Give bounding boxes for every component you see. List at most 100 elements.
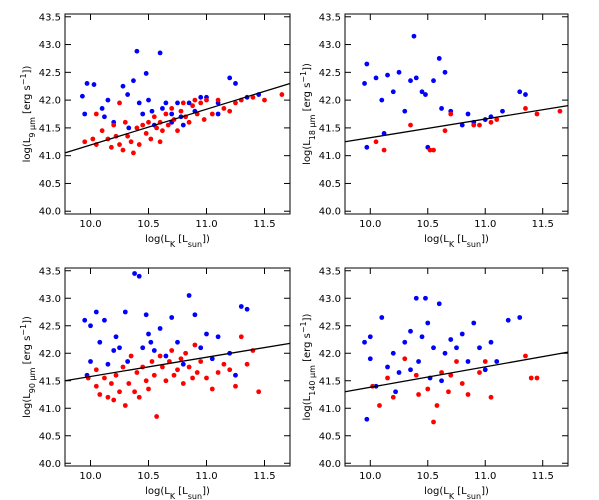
data-point <box>416 392 421 397</box>
y-tick-label: 41.0 <box>319 404 341 415</box>
data-point <box>482 367 488 373</box>
data-point <box>238 334 244 340</box>
data-point <box>436 301 442 307</box>
data-point <box>448 111 454 117</box>
data-point <box>465 392 471 397</box>
data-point <box>192 342 198 348</box>
data-point <box>165 122 171 128</box>
data-point <box>99 106 105 111</box>
data-point <box>215 97 221 103</box>
data-point <box>534 111 540 117</box>
data-point <box>122 119 128 125</box>
data-point <box>431 78 436 84</box>
label-part: [erg s <box>22 336 33 368</box>
data-point <box>79 93 85 99</box>
data-point <box>227 367 233 373</box>
data-point <box>377 403 382 408</box>
data-point <box>136 394 142 400</box>
data-point <box>154 125 160 131</box>
x-tick-label: 10.0 <box>79 219 101 230</box>
y-tick-label: 42.5 <box>39 321 61 332</box>
data-point <box>180 122 186 128</box>
x-tick-label: 10.5 <box>417 219 439 230</box>
data-point <box>209 356 215 362</box>
data-point <box>198 100 204 106</box>
label-part: [L <box>454 234 467 245</box>
label-part: K <box>170 240 176 249</box>
y-tick-label: 43.5 <box>319 12 341 23</box>
data-point <box>482 359 488 364</box>
data-point <box>471 320 477 326</box>
x-tick-label: 11.5 <box>253 471 275 482</box>
data-point <box>431 147 436 153</box>
data-point <box>171 372 177 378</box>
data-point <box>190 103 195 109</box>
data-point <box>367 356 373 362</box>
data-point <box>131 78 136 84</box>
data-point <box>128 353 134 359</box>
data-point <box>93 367 99 373</box>
data-point <box>160 106 165 111</box>
data-point <box>500 108 505 114</box>
data-point <box>111 348 117 353</box>
data-point <box>120 147 126 153</box>
data-point <box>157 353 163 359</box>
data-point <box>488 339 494 345</box>
y-tick-label: 41.0 <box>39 404 61 415</box>
data-point <box>256 389 262 395</box>
data-point <box>113 334 119 340</box>
data-point <box>233 100 238 106</box>
data-point <box>446 389 451 395</box>
data-point <box>151 372 157 378</box>
data-point <box>97 339 103 345</box>
x-tick-label: 10.5 <box>137 471 159 482</box>
y-tick-label: 42.0 <box>39 96 61 107</box>
data-point <box>201 117 207 122</box>
data-point <box>143 312 149 318</box>
label-part: −1 <box>19 324 28 336</box>
data-point <box>120 364 126 370</box>
label-part: K <box>170 492 176 500</box>
y-axis-label: log(L9 µm [erg s−1]) <box>19 66 37 163</box>
y-tick-label: 41.0 <box>39 151 61 162</box>
data-point <box>122 309 128 315</box>
data-point <box>425 320 431 326</box>
x-tick-label: 10.0 <box>359 219 381 230</box>
data-point <box>517 89 523 95</box>
x-tick-label: 11.5 <box>253 219 275 230</box>
data-point <box>238 304 244 309</box>
data-point <box>477 370 482 375</box>
y-tick-label: 43.0 <box>39 40 61 51</box>
data-point <box>402 339 408 345</box>
data-point <box>143 71 149 76</box>
y-tick-label: 42.5 <box>319 68 341 79</box>
label-part: ]) <box>22 66 33 74</box>
data-point <box>198 345 204 351</box>
data-point <box>221 106 227 111</box>
label-part: 90 µm <box>28 367 37 393</box>
y-tick-label: 42.0 <box>319 349 341 360</box>
data-point <box>439 370 444 375</box>
plot-frame <box>344 13 569 215</box>
y-tick-label: 42.5 <box>319 321 341 332</box>
data-point <box>523 353 528 359</box>
y-tick-label: 43.5 <box>39 12 61 23</box>
data-point <box>169 106 175 111</box>
data-point <box>117 345 122 351</box>
label-part: 9 µm <box>28 117 37 138</box>
label-part: log(L <box>22 137 33 162</box>
label-part: ]) <box>481 486 489 497</box>
label-part: −1 <box>299 71 308 83</box>
data-point <box>408 122 413 128</box>
plot-frame <box>64 267 291 467</box>
data-point <box>393 389 398 395</box>
y-tick-label: 43.0 <box>39 294 61 305</box>
data-point <box>117 100 122 106</box>
data-point <box>367 334 373 340</box>
data-point <box>136 100 142 106</box>
data-point <box>186 100 192 106</box>
y-tick-label: 43.5 <box>319 266 341 277</box>
data-point <box>93 309 99 315</box>
data-point <box>160 364 165 370</box>
